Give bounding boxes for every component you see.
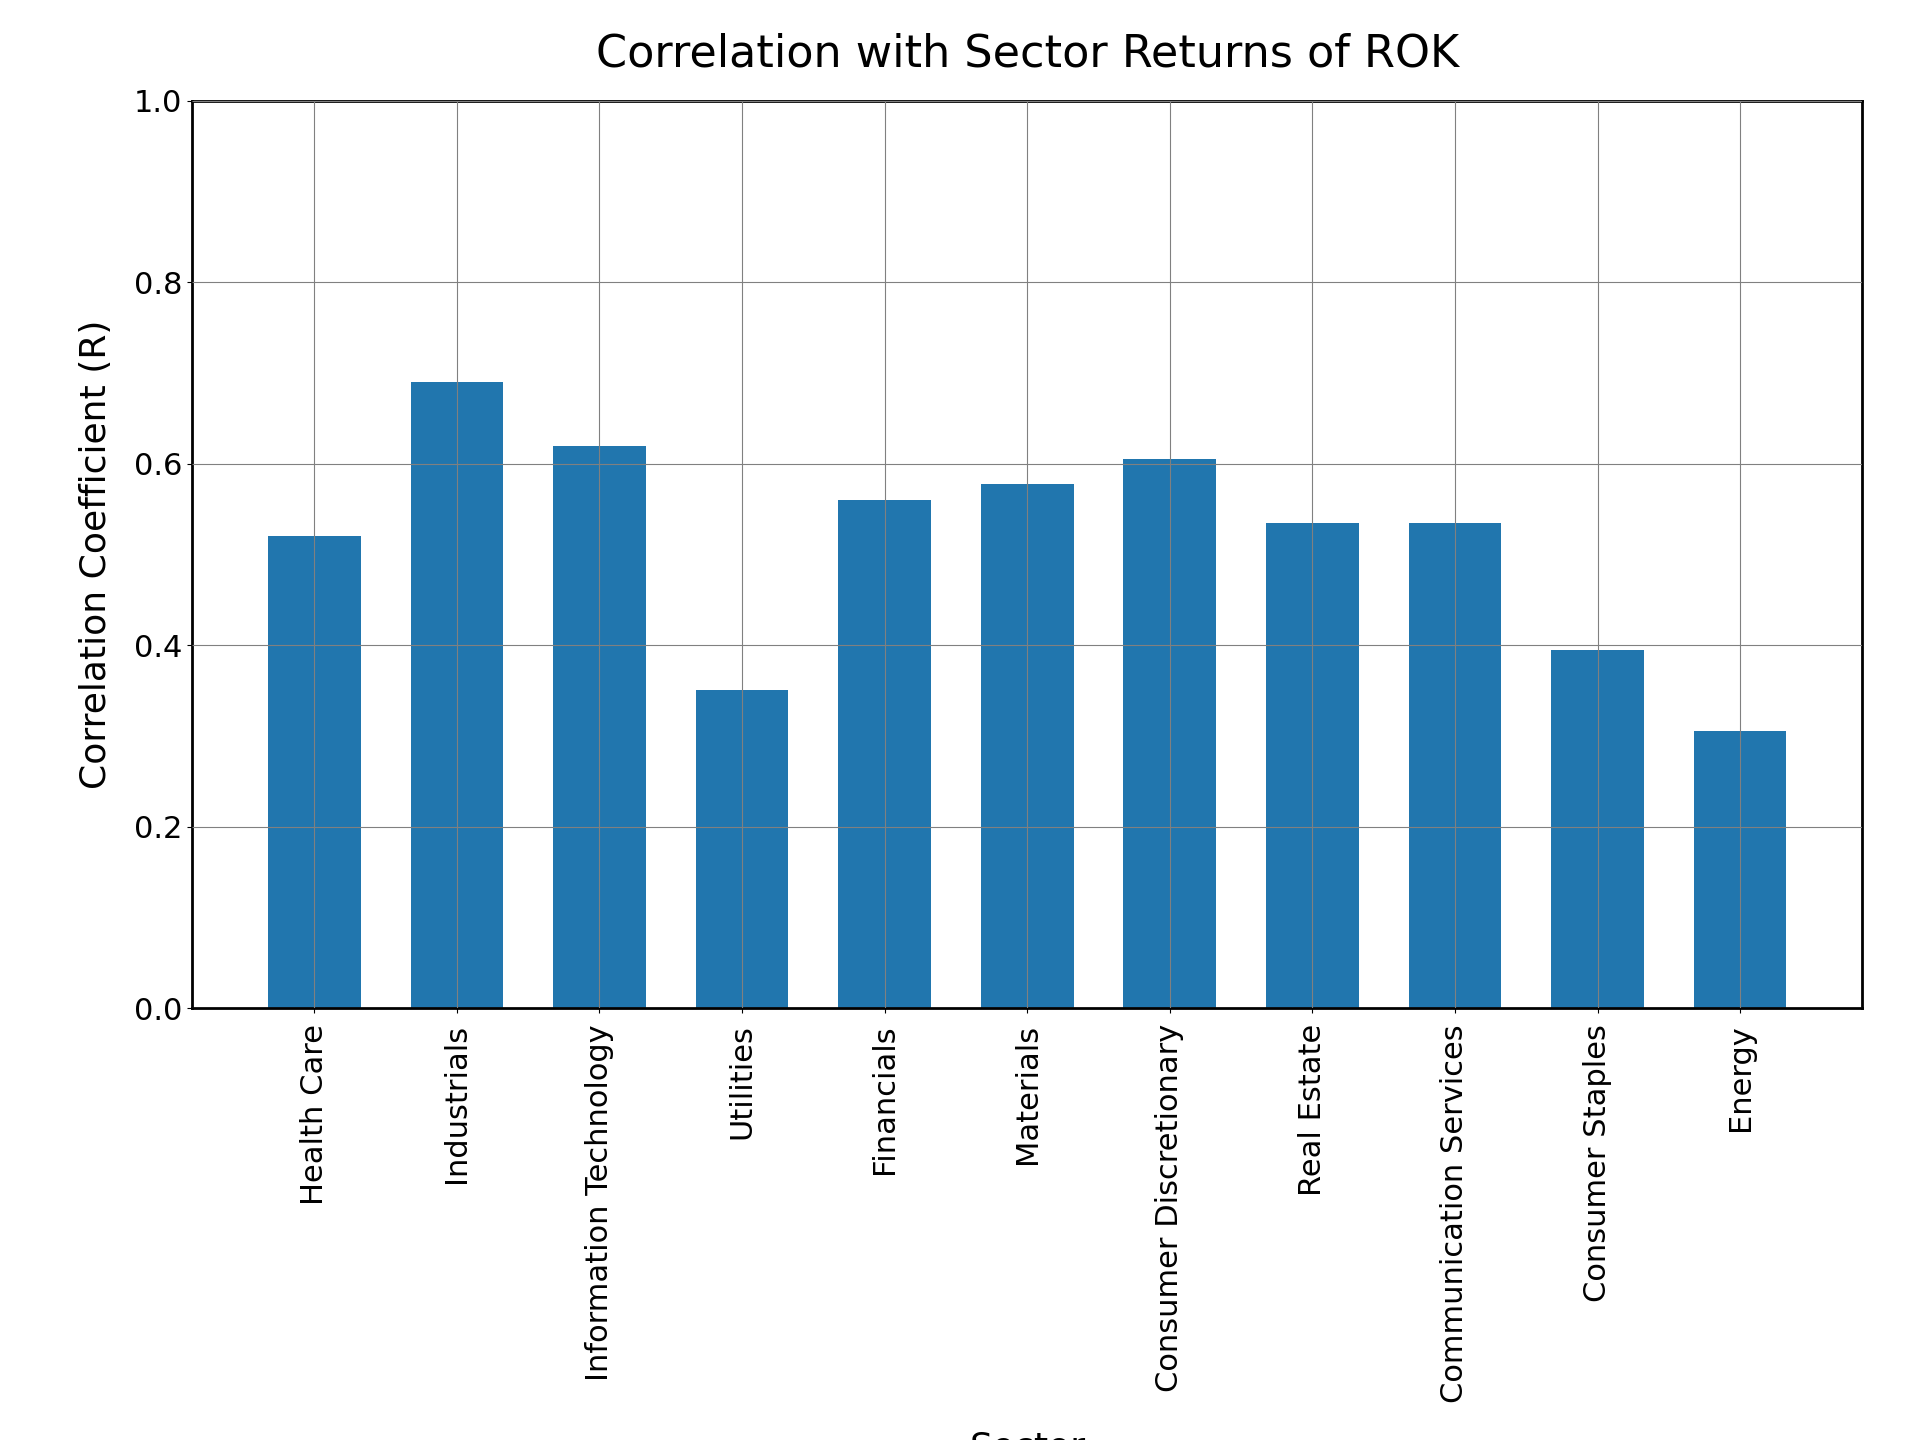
Bar bbox=[981, 484, 1073, 1008]
Title: Correlation with Sector Returns of ROK: Correlation with Sector Returns of ROK bbox=[595, 32, 1459, 75]
Bar bbox=[1409, 523, 1501, 1008]
X-axis label: Sector: Sector bbox=[970, 1430, 1085, 1440]
Bar bbox=[411, 382, 503, 1008]
Bar bbox=[269, 536, 361, 1008]
Bar bbox=[839, 500, 931, 1008]
Bar bbox=[1693, 732, 1786, 1008]
Bar bbox=[553, 445, 645, 1008]
Y-axis label: Correlation Coefficient (R): Correlation Coefficient (R) bbox=[79, 320, 113, 789]
Bar bbox=[1551, 649, 1644, 1008]
Bar bbox=[695, 691, 789, 1008]
Bar bbox=[1265, 523, 1359, 1008]
Bar bbox=[1123, 459, 1215, 1008]
